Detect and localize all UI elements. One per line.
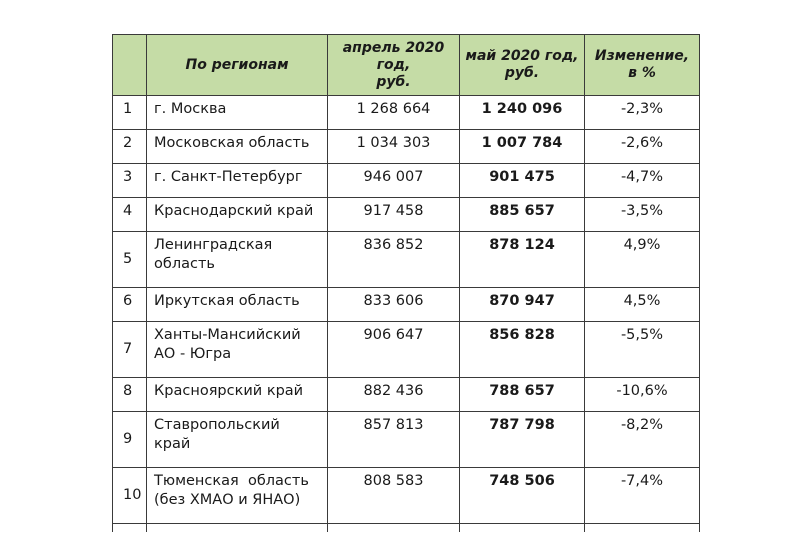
cutoff-cell [459,523,585,532]
table-row: 3 г. Санкт-Петербург 946 007 901 475 -4,7% [112,163,700,198]
row-number: 4 [112,197,147,232]
header-april-line-1: апрель 2020 [342,39,445,56]
row-number: 7 [112,321,147,378]
change-value: -10,6% [584,377,700,412]
table-row: 4 Краснодарский край 917 458 885 657 -3,5% [112,197,700,232]
region-name: Краснодарский край [146,197,328,232]
table-row: 6 Иркутская область 833 606 870 947 4,5% [112,287,700,322]
header-region-label: По регионам [185,56,289,73]
region-name-line: Иркутская область [154,293,300,309]
header-change: Изменение, в % [584,34,700,96]
april-value: 857 813 [327,411,460,468]
table-body: 1 г. Москва 1 268 664 1 240 096 -2,3% 2 Москов… [112,95,700,532]
change-value: -2,6% [584,129,700,164]
may-value: 787 798 [459,411,585,468]
april-value: 906 647 [327,321,460,378]
row-number: 8 [112,377,147,412]
header-may-line-2: руб. [504,65,540,81]
may-value: 1 240 096 [459,95,585,130]
april-value: 882 436 [327,377,460,412]
april-value: 836 852 [327,231,460,288]
header-may: май 2020 год, руб. [459,34,585,96]
region-name-line: г. Санкт-Петербург [154,169,303,185]
region-name: Тюменская область (без ХМАО и ЯНАО) [146,467,328,524]
header-number-cell [112,34,147,96]
row-number: 3 [112,163,147,198]
table-row: 2 Московская область 1 034 303 1 007 784 -2,… [112,129,700,164]
table-row-cutoff [112,523,700,532]
region-name-line: (без ХМАО и ЯНАО) [154,492,301,508]
region-name-line: Красноярский край [154,383,304,399]
cutoff-cell [112,523,147,532]
region-name-line: АО - Югра [154,346,232,362]
change-value: -5,5% [584,321,700,378]
region-name-line: Краснодарский край [154,203,314,219]
april-value: 917 458 [327,197,460,232]
header-april-line-2: год, [376,56,411,73]
region-name: Ленинградская область [146,231,328,288]
may-value: 901 475 [459,163,585,198]
change-value: 4,9% [584,231,700,288]
change-value: -3,5% [584,197,700,232]
change-value: -4,7% [584,163,700,198]
table-row: 7 Ханты-Мансийский АО - Югра 906 647 856 828… [112,321,700,378]
region-name: Красноярский край [146,377,328,412]
cutoff-cell [327,523,460,532]
may-value: 878 124 [459,231,585,288]
april-value: 808 583 [327,467,460,524]
header-april-line-3: руб. [376,73,411,90]
region-name-line: Ханты-Мансийский [154,327,301,343]
change-value: -2,3% [584,95,700,130]
header-region: По регионам [146,34,328,96]
header-may-line-1: май 2020 год, [465,48,579,64]
table-row: 8 Красноярский край 882 436 788 657 -10,6% [112,377,700,412]
region-name-line: область [154,256,215,272]
table-row: 1 г. Москва 1 268 664 1 240 096 -2,3% [112,95,700,130]
april-value: 1 268 664 [327,95,460,130]
header-change-line-1: Изменение, [594,48,690,64]
may-value: 788 657 [459,377,585,412]
row-number: 2 [112,129,147,164]
may-value: 870 947 [459,287,585,322]
april-value: 1 034 303 [327,129,460,164]
row-number: 9 [112,411,147,468]
header-april: апрель 2020 год, руб. [327,34,460,96]
table-row: 9 Ставропольский край 857 813 787 798 -8,2% [112,411,700,468]
header-row: По регионам апрель 2020 год, руб. май 20… [112,34,700,96]
april-value: 833 606 [327,287,460,322]
cutoff-cell [146,523,328,532]
table-row: 5 Ленинградская область 836 852 878 124 4,9% [112,231,700,288]
region-name: Иркутская область [146,287,328,322]
region-name: г. Москва [146,95,328,130]
regions-price-table: По регионам апрель 2020 год, руб. май 20… [112,34,700,532]
region-name-line: Ставропольский [154,417,280,433]
region-name-line: Московская область [154,135,310,151]
may-value: 856 828 [459,321,585,378]
row-number: 1 [112,95,147,130]
region-name-line: Ленинградская [154,237,273,253]
change-value: -7,4% [584,467,700,524]
april-value: 946 007 [327,163,460,198]
header-change-line-2: в % [628,65,656,81]
table-header: По регионам апрель 2020 год, руб. май 20… [112,34,700,96]
region-name: Ставропольский край [146,411,328,468]
change-value: 4,5% [584,287,700,322]
region-name-line: г. Москва [154,101,227,117]
region-name: Московская область [146,129,328,164]
may-value: 748 506 [459,467,585,524]
region-name: Ханты-Мансийский АО - Югра [146,321,328,378]
table-row: 10 Тюменская область (без ХМАО и ЯНАО) 808 … [112,467,700,524]
row-number: 5 [112,231,147,288]
row-number: 10 [112,467,147,524]
may-value: 885 657 [459,197,585,232]
region-name-line: Тюменская область [154,473,309,489]
change-value: -8,2% [584,411,700,468]
region-name: г. Санкт-Петербург [146,163,328,198]
may-value: 1 007 784 [459,129,585,164]
region-name-line: край [154,436,191,452]
row-number: 6 [112,287,147,322]
cutoff-cell [584,523,700,532]
